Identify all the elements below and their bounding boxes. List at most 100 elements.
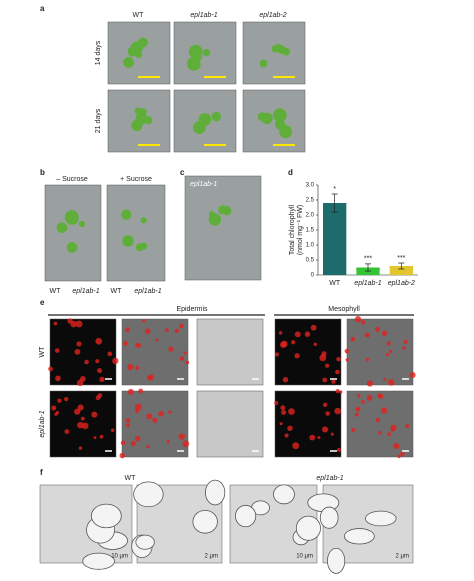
chloroplast [375,326,381,332]
chloroplast [364,332,370,338]
chloroplast [135,343,139,347]
chloroplast [366,380,374,387]
chloroplast [135,365,140,370]
chloroplast [125,423,130,428]
photo [242,89,306,153]
chloroplast [313,342,317,347]
photo [274,318,342,386]
x-tick-label: epl1ab-2 [388,280,415,287]
column-header: epl1ab-2 [259,12,286,19]
photo [44,184,102,282]
chloroplast [322,426,329,433]
chloroplast [284,433,289,438]
chloroplast [405,424,410,429]
genotype-label: epl1ab-1 [134,288,161,295]
photo [242,21,306,85]
chloroplast [294,331,301,338]
chloroplast [344,348,350,354]
chloroplast [310,324,317,331]
chloroplast [134,403,142,411]
seedling [186,57,201,71]
chloroplast [279,422,283,426]
chloroplast [75,320,83,328]
x-tick-label: WT [329,280,341,287]
chloroplast [381,330,388,336]
chloroplast [287,425,293,432]
chloroplast [325,363,330,368]
chloroplast [339,390,343,394]
cell [295,515,321,541]
chloroplast [280,340,288,348]
chloroplast [288,408,295,415]
chloroplast [380,407,388,414]
panel-label: a [40,4,45,13]
chloroplast [146,375,153,381]
scale-bar-label: 2 μm [396,554,409,560]
y-tick-label: 0.5 [306,258,315,264]
chloroplast [377,393,381,398]
photo [274,390,342,458]
seedling [199,115,208,124]
y-axis-label: Total chlorophyll [289,204,296,255]
chloroplast [74,348,81,355]
seedling [134,107,141,115]
chloroplast [80,416,85,421]
photo [121,318,189,386]
cell [364,510,397,527]
seedling [66,212,79,225]
chloroplast [119,452,125,459]
chloroplast [331,379,336,384]
photo [346,318,414,386]
row-label: epl1ab-1 [39,410,46,437]
cell [82,552,115,570]
chloroplast [130,440,136,447]
chloroplast [48,366,53,372]
chloroplast [294,353,300,359]
chloroplast [385,353,390,357]
significance: *** [364,256,372,263]
y-axis-label: (nmol mg⁻¹ FW) [297,205,304,255]
panel-label: b [40,168,45,177]
chloroplast [330,432,334,436]
chloroplast [334,407,341,415]
genotype-label: WT [125,475,137,482]
chloroplast [138,388,144,394]
chloroplast [383,377,387,381]
row-label: WT [39,346,46,358]
chloroplast [402,346,406,350]
panel-label: e [40,298,45,307]
chloroplast [354,412,359,417]
cell [319,506,339,529]
y-tick-label: 2.5 [306,198,315,204]
genotype-label: epl1ab-1 [72,288,99,295]
chloroplast [120,440,126,446]
chloroplast [387,432,391,437]
chloroplast [309,434,316,441]
seedling [66,241,78,253]
condition-label: – Sucrose [56,176,88,183]
photo [196,318,264,386]
chloroplast [146,413,153,420]
cell [235,504,257,528]
y-tick-label: 1.0 [306,243,315,249]
chloroplast [355,406,361,412]
scale-bar-label: 10 μm [296,554,313,560]
chloroplast [155,338,159,342]
photo [196,390,264,458]
group-label: Mesophyll [328,306,360,313]
chloroplast [152,417,158,423]
photo [346,390,414,458]
chloroplast [317,435,321,440]
chloroplast [125,418,131,423]
chloroplast [397,454,401,459]
chloroplast [361,400,365,404]
chloroplast [179,356,185,361]
chloroplast [365,357,370,362]
seedling [259,59,268,68]
bar [389,266,413,275]
chloroplast [122,340,128,346]
chloroplast [99,434,104,439]
y-tick-label: 0 [311,273,315,279]
chloroplast [76,379,84,387]
chloroplast [164,328,169,333]
